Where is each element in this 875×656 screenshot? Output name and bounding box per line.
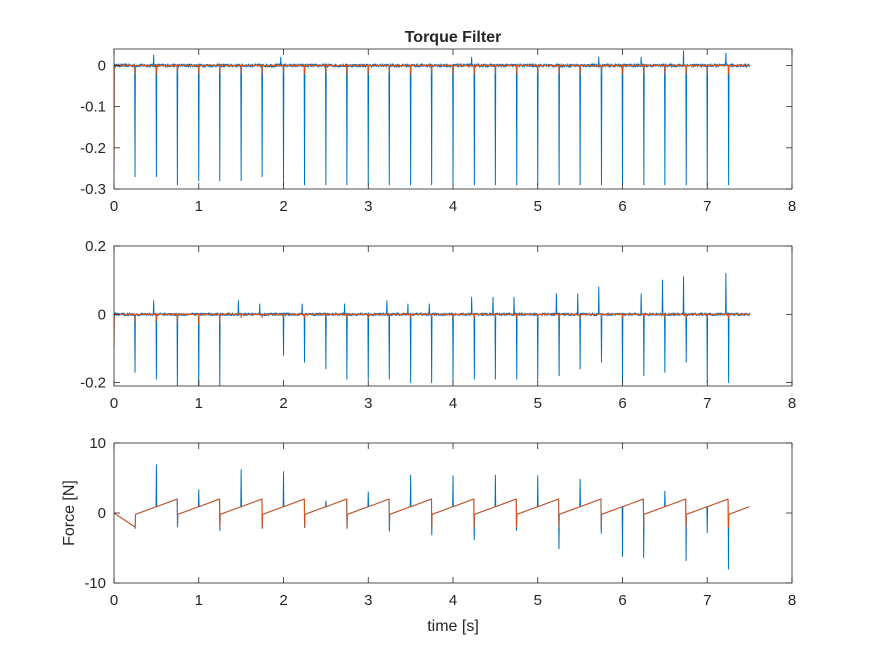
x-tick-label: 4 <box>449 395 457 412</box>
y-tick-label: 0 <box>98 505 106 522</box>
axes-torque-filter: Torque Filter 0 1 2 3 4 5 6 7 8 -0.3 -0.2 -0.1 0 <box>80 29 796 215</box>
x-tick-label: 8 <box>788 592 796 609</box>
x-tick-label: 5 <box>534 592 542 609</box>
y-tick-label: -0.2 <box>80 140 106 157</box>
y-tick-label: -0.2 <box>80 375 106 392</box>
x-tick-label: 4 <box>449 198 457 215</box>
series-line-2 <box>114 64 751 173</box>
x-tick-label: 8 <box>788 198 796 215</box>
plot-lines <box>114 272 751 386</box>
x-tick-label: 2 <box>279 198 287 215</box>
x-tick-label: 1 <box>195 198 203 215</box>
x-axis-label: time [s] <box>427 618 479 635</box>
x-tick-label: 0 <box>110 198 118 215</box>
series-line-1 <box>114 272 751 386</box>
x-tick-label: 4 <box>449 592 457 609</box>
x-tick-label: 0 <box>110 395 118 412</box>
x-tick-label: 3 <box>364 592 372 609</box>
x-tick-label: 1 <box>195 592 203 609</box>
plot-lines <box>114 50 751 186</box>
x-tick-label: 8 <box>788 395 796 412</box>
x-tick-label: 2 <box>279 592 287 609</box>
x-tick-label: 6 <box>618 198 626 215</box>
x-tick-label: 3 <box>364 198 372 215</box>
y-tick-label: -0.3 <box>80 181 106 198</box>
series-line-2 <box>114 313 750 349</box>
axes-middle: 0 1 2 3 4 5 6 7 8-0.200.2 <box>80 238 796 412</box>
plot-lines <box>114 464 750 570</box>
y-tick-label: 0.2 <box>85 238 106 255</box>
y-tick-label: 0 <box>98 57 106 74</box>
x-tick-label: 6 <box>618 395 626 412</box>
y-tick-label: 0 <box>98 306 106 323</box>
x-tick-label: 5 <box>534 395 542 412</box>
plot-area <box>114 443 792 583</box>
x-tick-label: 7 <box>703 592 711 609</box>
x-tick-label: 7 <box>703 198 711 215</box>
y-tick-label: -0.1 <box>80 99 106 116</box>
y-tick-label: 10 <box>89 435 106 452</box>
x-tick-label: 3 <box>364 395 372 412</box>
chart-title: Torque Filter <box>405 29 502 46</box>
y-tick-label: -10 <box>84 575 106 592</box>
x-tick-label: 7 <box>703 395 711 412</box>
x-tick-label: 5 <box>534 198 542 215</box>
y-axis-label: Force [N] <box>61 480 78 546</box>
x-tick-label: 1 <box>195 395 203 412</box>
x-tick-label: 2 <box>279 395 287 412</box>
x-tick-label: 0 <box>110 592 118 609</box>
series-line-1 <box>114 50 751 186</box>
series-line-2 <box>114 498 750 528</box>
x-tick-label: 6 <box>618 592 626 609</box>
